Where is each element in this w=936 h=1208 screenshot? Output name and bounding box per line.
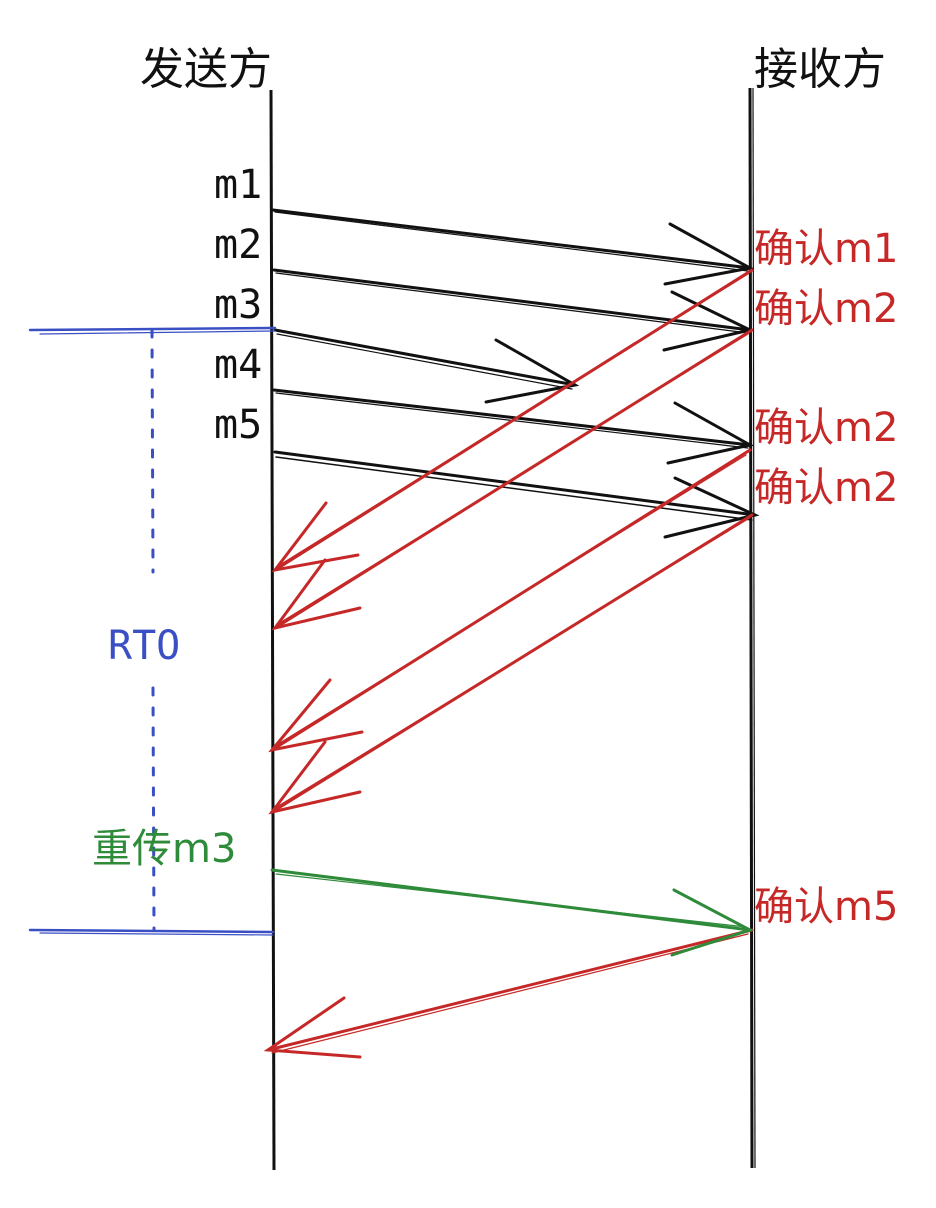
ack-arrow-3 bbox=[268, 448, 752, 753]
message-arrow-m3-lost bbox=[273, 328, 580, 404]
message-arrow-m1 bbox=[271, 208, 755, 286]
rto-label: RTO bbox=[108, 623, 180, 669]
receiver-header: 接收方 bbox=[754, 44, 886, 95]
ack-arrow-1 bbox=[271, 268, 754, 573]
ack-label-2: 确认m2 bbox=[754, 286, 898, 332]
rto-end-line bbox=[28, 928, 275, 936]
ack-arrow-5 bbox=[263, 928, 754, 1059]
message-label-m5: m5 bbox=[214, 402, 262, 448]
retransmit-label: 重传m3 bbox=[92, 826, 236, 872]
ack-label-1: 确认m1 bbox=[754, 226, 898, 272]
retransmit-arrow-m3 bbox=[270, 868, 754, 957]
message-label-m4: m4 bbox=[214, 342, 262, 388]
sender-header: 发送方 bbox=[140, 44, 272, 95]
message-label-m2: m2 bbox=[214, 222, 262, 268]
ack-label-4: 确认m2 bbox=[754, 465, 898, 511]
message-label-m1: m1 bbox=[214, 162, 262, 208]
message-label-m3: m3 bbox=[214, 282, 262, 328]
rto-dotted-line-upper bbox=[150, 328, 155, 574]
rto-dotted-line-lower bbox=[151, 686, 156, 932]
ack-arrow-4 bbox=[268, 513, 754, 815]
ack-label-5: 确认m5 bbox=[754, 884, 898, 930]
message-arrow-m4 bbox=[272, 388, 755, 465]
ack-label-3: 确认m2 bbox=[754, 405, 898, 451]
message-arrow-m5 bbox=[273, 450, 760, 539]
ack-arrow-2 bbox=[271, 328, 754, 631]
